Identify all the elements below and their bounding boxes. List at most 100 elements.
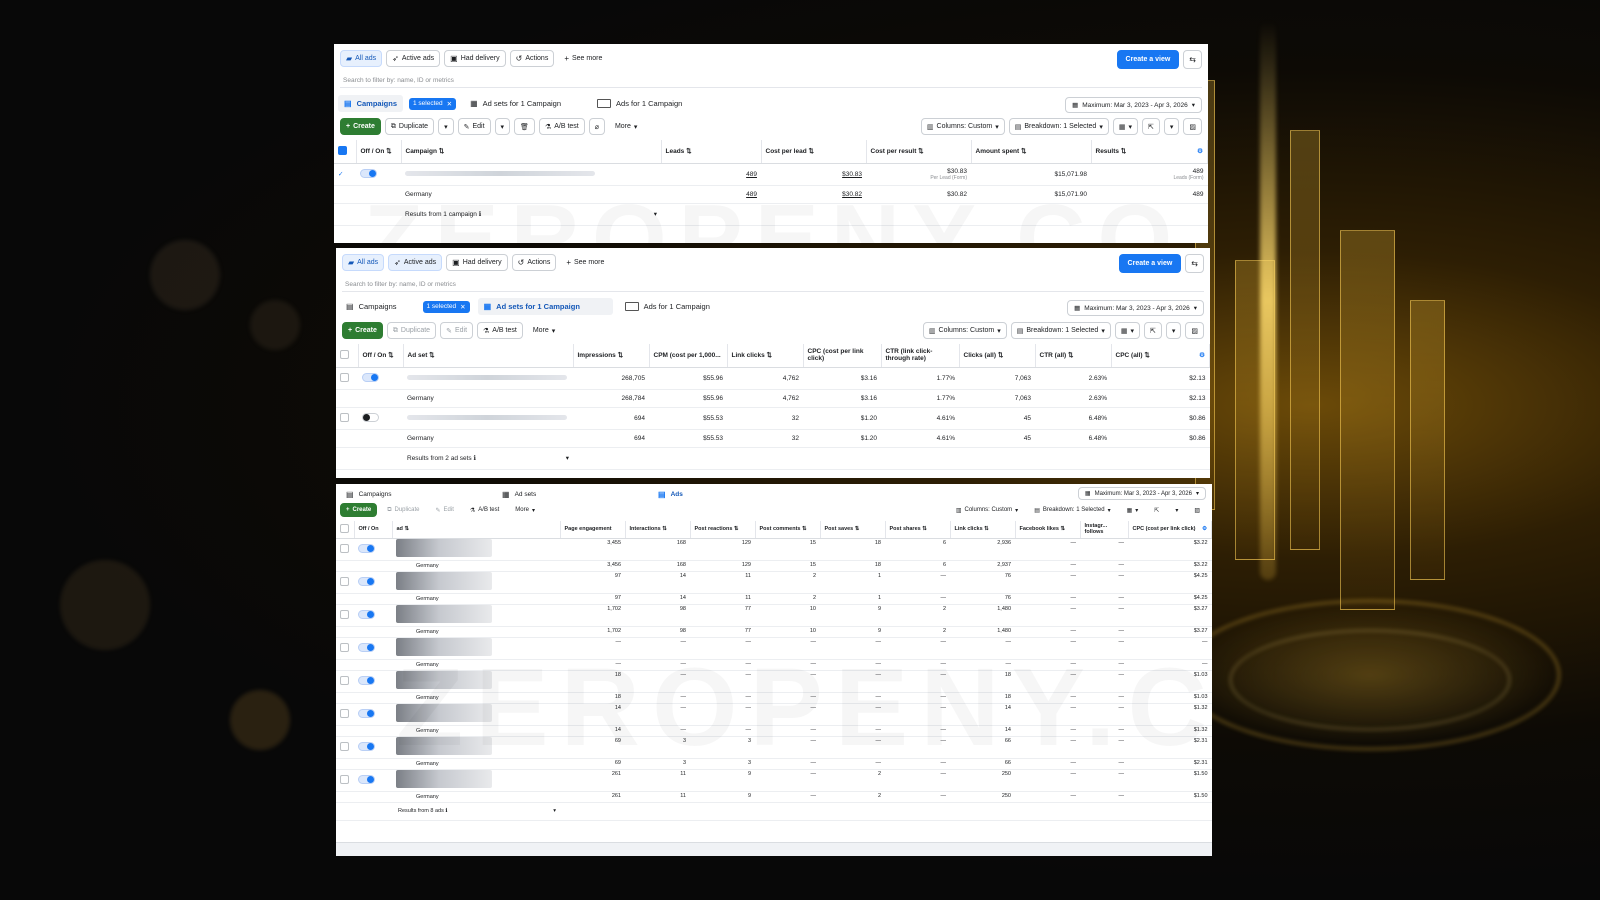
ad-thumbnail-redacted[interactable] bbox=[396, 638, 492, 657]
check-icon[interactable]: ✓ bbox=[338, 171, 344, 178]
cpl-value[interactable]: $30.82 bbox=[842, 190, 862, 198]
close-icon[interactable]: ✕ bbox=[446, 100, 453, 108]
filter-active-ads[interactable]: ➶ Active ads bbox=[386, 50, 441, 67]
col-cost-per-result[interactable]: Cost per result ⇅ bbox=[866, 140, 972, 164]
duplicate-dropdown[interactable]: ▾ bbox=[438, 118, 454, 135]
table-row[interactable]: Germany — — — — — — — — — — bbox=[336, 659, 1212, 671]
export-dropdown[interactable]: ▾ bbox=[1163, 118, 1180, 135]
selected-badge[interactable]: 1 selected ✕ bbox=[422, 300, 470, 313]
row-checkbox[interactable] bbox=[340, 708, 349, 718]
ad-thumbnail-redacted[interactable] bbox=[396, 704, 492, 723]
row-checkbox[interactable] bbox=[340, 412, 349, 422]
col-facebook-likes[interactable]: Facebook likes ⇅ bbox=[1015, 521, 1081, 539]
table-row[interactable]: 18— — — — —18— — $1.03 bbox=[336, 670, 1212, 693]
filter-had-delivery[interactable]: ▣ Had delivery bbox=[444, 50, 506, 67]
table-row[interactable]: Germany 97 14 11 2 1—76— — $4.25 bbox=[336, 593, 1212, 605]
tab-campaigns[interactable]: ▤ Campaigns bbox=[346, 489, 392, 499]
col-cpm[interactable]: CPM (cost per 1,000... bbox=[649, 344, 728, 368]
chevron-down-icon[interactable]: ▾ bbox=[565, 455, 569, 462]
gear-icon[interactable]: ⚙ bbox=[1197, 147, 1203, 155]
tab-adsets[interactable]: ▦ Ad sets for 1 Campaign bbox=[470, 98, 562, 108]
col-ctr-all[interactable]: CTR (all) ⇅ bbox=[1035, 344, 1112, 368]
ab-test-button[interactable]: ⚗ A/B test bbox=[477, 322, 523, 339]
date-range-picker[interactable]: ▦ Maximum: Mar 3, 2023 - Apr 3, 2026 ▾ bbox=[1065, 97, 1202, 113]
filter-all-ads[interactable]: ▰ All ads bbox=[342, 254, 385, 271]
chevron-down-icon[interactable]: ▾ bbox=[553, 808, 556, 815]
table-row[interactable]: 14— — — — —14— — $1.32 bbox=[336, 703, 1212, 726]
filter-all-ads[interactable]: ▰ All ads bbox=[340, 50, 383, 67]
col-post-saves[interactable]: Post saves ⇅ bbox=[820, 521, 886, 539]
reports-dropdown[interactable]: ▦ ▾ bbox=[1112, 118, 1138, 135]
search-input[interactable]: Search to filter by: name, ID or metrics bbox=[343, 77, 454, 84]
col-off-on[interactable]: Off / On bbox=[354, 521, 393, 539]
col-clicks-all[interactable]: Clicks (all) ⇅ bbox=[959, 344, 1036, 368]
delivery-toggle[interactable] bbox=[362, 412, 379, 422]
tab-adsets[interactable]: ▦ Ad sets bbox=[502, 489, 537, 499]
export-button[interactable]: ⇱ bbox=[1143, 322, 1162, 339]
row-checkbox[interactable] bbox=[340, 372, 349, 382]
filter-active-ads[interactable]: ➶ Active ads bbox=[388, 254, 443, 271]
col-ctr[interactable]: CTR (link click-through rate) bbox=[881, 344, 960, 368]
col-cost-per-lead[interactable]: Cost per lead ⇅ bbox=[761, 140, 867, 164]
select-all-checkbox[interactable] bbox=[340, 349, 349, 359]
columns-dropdown[interactable]: ▥ Columns: Custom ▾ bbox=[922, 322, 1007, 339]
tab-ads[interactable]: Ads for 1 Campaign bbox=[619, 298, 716, 315]
more-button[interactable]: More ▾ bbox=[608, 118, 644, 135]
adset-name-redacted[interactable] bbox=[407, 374, 567, 380]
see-more-button[interactable]: + See more bbox=[560, 254, 611, 271]
chevron-down-icon[interactable]: ▾ bbox=[653, 211, 657, 218]
table-row[interactable]: Germany 69 3 3— — —66— — $2.31 bbox=[336, 758, 1212, 770]
edit-button[interactable]: ✎ Edit bbox=[440, 322, 474, 339]
create-button[interactable]: + Create bbox=[340, 118, 381, 135]
row-checkbox[interactable] bbox=[340, 642, 349, 652]
col-leads[interactable]: Leads ⇅ bbox=[661, 140, 762, 164]
duplicate-button[interactable]: ⧉ Duplicate bbox=[386, 322, 437, 339]
columns-dropdown[interactable]: ▥ Columns: Custom ▾ bbox=[920, 118, 1005, 135]
chart-button[interactable]: ▨ bbox=[1183, 118, 1202, 135]
gear-icon[interactable]: ⚙ bbox=[1202, 526, 1207, 533]
create-view-button[interactable]: Create a view bbox=[1116, 50, 1180, 69]
col-campaign[interactable]: Campaign ⇅ bbox=[401, 140, 662, 164]
delete-button[interactable]: 🗑 bbox=[514, 118, 535, 135]
tab-adsets[interactable]: ▦ Ad sets for 1 Campaign bbox=[477, 298, 613, 315]
col-cpc[interactable]: CPC (cost per link click) ⚙ bbox=[1128, 521, 1212, 539]
col-link-clicks[interactable]: Link clicks ⇅ bbox=[950, 521, 1016, 539]
leads-value[interactable]: 489 bbox=[746, 190, 757, 198]
ad-thumbnail-redacted[interactable] bbox=[396, 572, 492, 591]
ad-thumbnail-redacted[interactable] bbox=[396, 671, 492, 690]
table-row[interactable]: Germany 18— — — — —18— — $1.03 bbox=[336, 692, 1212, 704]
ad-thumbnail-redacted[interactable] bbox=[396, 770, 492, 789]
selected-badge[interactable]: 1 selected ✕ bbox=[409, 97, 457, 110]
col-off-on[interactable]: Off / On ⇅ bbox=[358, 344, 404, 368]
col-instagram-follows[interactable]: Instagr... follows bbox=[1080, 521, 1129, 539]
export-button[interactable]: ⇱ bbox=[1148, 503, 1166, 517]
date-range-picker[interactable]: ▦ Maximum: Mar 3, 2023 - Apr 3, 2026 ▾ bbox=[1077, 487, 1206, 500]
delivery-toggle[interactable] bbox=[358, 741, 375, 751]
row-checkbox[interactable] bbox=[340, 576, 349, 586]
columns-dropdown[interactable]: ▥ Columns: Custom ▾ bbox=[949, 503, 1025, 517]
tab-ads[interactable]: ▤ Ads bbox=[658, 489, 683, 499]
select-all-checkbox[interactable] bbox=[338, 145, 347, 155]
row-checkbox[interactable] bbox=[340, 543, 349, 553]
see-more-button[interactable]: + See more bbox=[558, 50, 609, 67]
delivery-toggle[interactable] bbox=[358, 708, 375, 718]
filter-had-delivery[interactable]: ▣ Had delivery bbox=[446, 254, 508, 271]
table-row[interactable]: — — — — — — — — — — bbox=[336, 637, 1212, 660]
ad-thumbnail-redacted[interactable] bbox=[396, 605, 492, 624]
col-cpc[interactable]: CPC (cost per link click) bbox=[803, 344, 882, 368]
search-input[interactable]: Search to filter by: name, ID or metrics bbox=[345, 281, 456, 288]
col-adset[interactable]: Ad set ⇅ bbox=[403, 344, 574, 368]
export-dropdown[interactable]: ▾ bbox=[1169, 503, 1185, 517]
row-checkbox[interactable] bbox=[340, 774, 349, 784]
create-button[interactable]: + Create bbox=[340, 503, 378, 517]
select-all-header[interactable] bbox=[336, 521, 355, 539]
date-range-picker[interactable]: ▦ Maximum: Mar 3, 2023 - Apr 3, 2026 ▾ bbox=[1067, 300, 1204, 316]
select-all-checkbox[interactable] bbox=[340, 523, 349, 533]
gear-icon[interactable]: ⚙ bbox=[1199, 351, 1205, 359]
table-row[interactable]: 69 3 3— — —66— — $2.31 bbox=[336, 736, 1212, 759]
create-button[interactable]: + Create bbox=[342, 322, 383, 339]
table-row[interactable]: 694 $55.53 32 $1.20 4.61% 45 6.48% $0.86 bbox=[336, 407, 1210, 430]
table-row[interactable]: Germany 694 $55.53 32 $1.20 4.61% 45 6.4… bbox=[336, 429, 1210, 448]
delivery-toggle[interactable] bbox=[358, 642, 375, 652]
ab-test-button[interactable]: ⚗ A/B test bbox=[538, 118, 585, 135]
